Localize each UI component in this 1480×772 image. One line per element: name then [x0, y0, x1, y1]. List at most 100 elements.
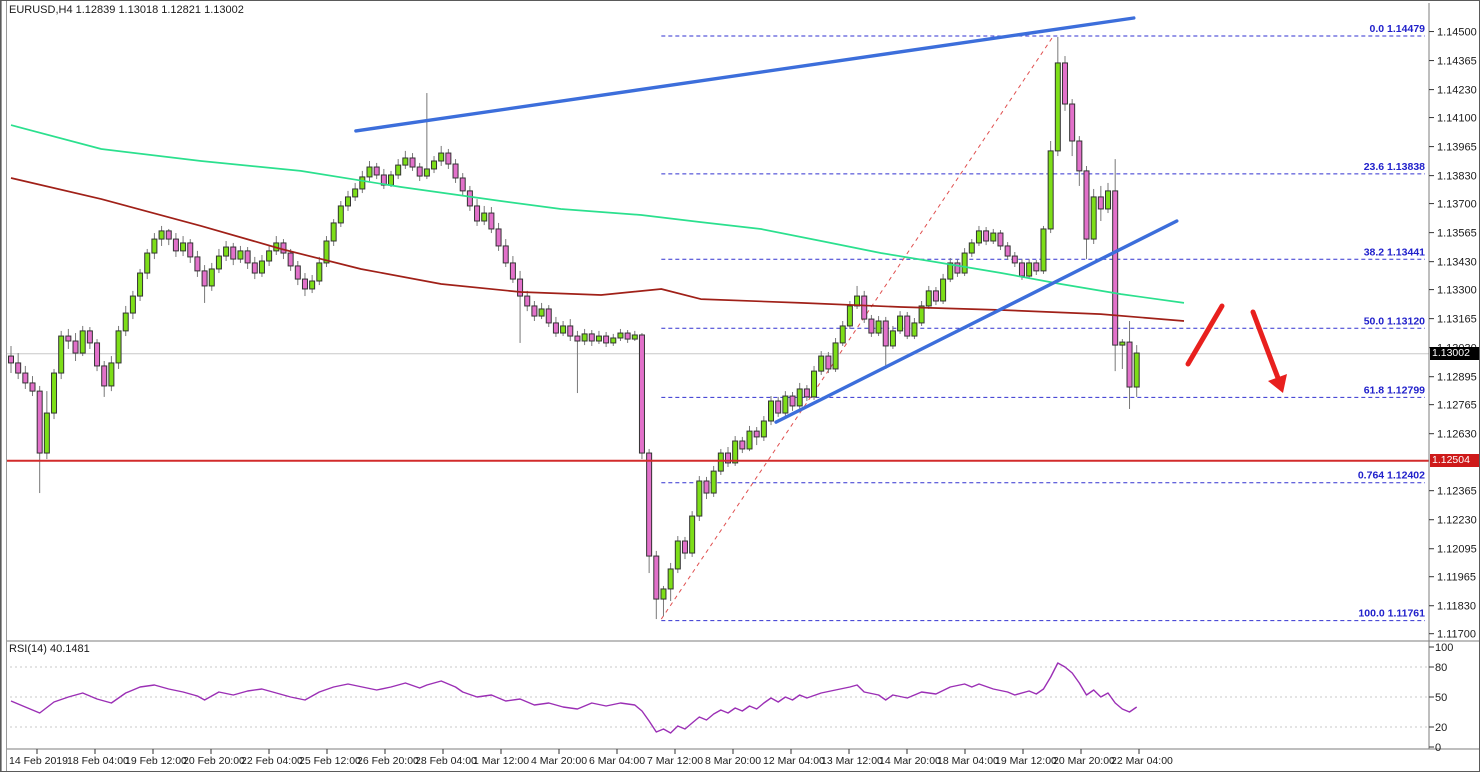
candle-body [861, 295, 868, 320]
rsi-line [10, 662, 1138, 734]
candle-body [775, 400, 782, 414]
lower-support-trendline[interactable] [774, 219, 1179, 424]
candle-body [538, 308, 545, 317]
red-slash-annotation[interactable] [1185, 303, 1225, 367]
rsi-tick-label: 0 [1435, 742, 1441, 754]
candle-body [897, 315, 904, 332]
candle-body [696, 480, 703, 517]
candle-body [366, 166, 373, 178]
candle-body [474, 205, 481, 222]
candle-body [180, 242, 187, 252]
candle-body [251, 262, 258, 274]
candle-body [1061, 62, 1068, 105]
candle-body [610, 337, 617, 344]
price-tick-label: 1.14100 [1437, 113, 1477, 125]
candle-body [552, 322, 559, 334]
candle-body [567, 325, 574, 337]
candle-body [187, 242, 194, 258]
time-tick-label: 19 Feb 12:00 [125, 755, 187, 767]
candle-body [825, 355, 832, 370]
candle-body [65, 335, 72, 342]
fib-level-label: 0.0 1.14479 [1370, 23, 1426, 35]
price-tick-label: 1.13565 [1437, 228, 1477, 240]
time-tick-label: 22 Feb 04:00 [241, 755, 303, 767]
candle-body [488, 212, 495, 230]
main-price-panel[interactable]: 0.0 1.14479 23.6 1.13838 38.2 1.13441 50.0 … [5, 16, 1429, 622]
panel-splitter[interactable] [1, 639, 1479, 643]
candle-body [266, 250, 273, 262]
candle-body [968, 242, 975, 254]
candle-body [889, 330, 896, 347]
rsi-axis[interactable] [1429, 641, 1479, 749]
upper-resistance-trendline[interactable] [354, 16, 1136, 133]
fib-level-label: 38.2 1.13441 [1364, 246, 1425, 258]
candle-body [703, 480, 710, 494]
candle-body [789, 395, 796, 407]
time-tick-label: 18 Mar 04:00 [937, 755, 999, 767]
candle-body [230, 246, 237, 260]
candle-body [223, 246, 230, 257]
time-tick-label: 20 Mar 20:00 [1053, 755, 1115, 767]
candle-body [1112, 190, 1119, 346]
candle-body [280, 242, 287, 254]
fib-level-label: 23.6 1.13838 [1364, 161, 1425, 173]
time-tick-label: 25 Feb 12:00 [299, 755, 361, 767]
price-tick-label: 1.12630 [1437, 429, 1477, 441]
time-tick-label: 13 Mar 12:00 [821, 755, 883, 767]
price-tick-label: 1.13300 [1437, 285, 1477, 297]
candle-body [911, 322, 918, 337]
candle-body [459, 177, 466, 192]
candle-body [29, 382, 36, 392]
rsi-panel[interactable] [5, 662, 1429, 734]
time-axis[interactable] [1, 749, 1479, 771]
time-tick-label: 20 Feb 20:00 [183, 755, 245, 767]
candle-body [72, 340, 79, 354]
candle-body [79, 330, 86, 354]
price-tick-label: 1.14365 [1437, 56, 1477, 68]
candle-body [925, 290, 932, 307]
time-tick-label: 26 Feb 20:00 [357, 755, 419, 767]
candle-body [101, 365, 108, 387]
candle-body [746, 430, 753, 450]
time-tick-label: 22 Mar 04:00 [1111, 755, 1173, 767]
candle-body [918, 305, 925, 324]
candle-body [129, 295, 136, 314]
candle-body [15, 362, 22, 374]
time-tick-label: 19 Mar 12:00 [995, 755, 1057, 767]
candle-body [108, 362, 115, 387]
candle-body [588, 333, 595, 342]
rsi-tick-label: 80 [1435, 662, 1447, 674]
support-line-price-badge: 1.12504 [1430, 454, 1479, 467]
time-tick-label: 12 Mar 04:00 [763, 755, 825, 767]
candle-body [388, 174, 395, 186]
red-down-arrow[interactable] [1250, 309, 1281, 381]
candle-body [1004, 245, 1011, 257]
candle-body [1083, 170, 1090, 240]
candle-body [402, 157, 409, 166]
price-tick-label: 1.12365 [1437, 486, 1477, 498]
price-tick-label: 1.11965 [1437, 572, 1476, 584]
fib-swing-connector-line[interactable] [660, 36, 1054, 620]
candle-body [818, 355, 825, 372]
candle-body [1069, 103, 1076, 142]
candle-body [94, 342, 101, 367]
candle-body [932, 290, 939, 302]
candle-body [653, 555, 660, 600]
candle-body [1033, 262, 1040, 272]
price-tick-label: 1.14230 [1437, 85, 1477, 97]
candle-body [617, 332, 624, 339]
candle-body [560, 325, 567, 334]
candle-body [294, 265, 301, 280]
candle-body [344, 196, 351, 207]
candle-body [144, 252, 151, 274]
fib-level-label: 61.8 1.12799 [1364, 384, 1425, 396]
candle-body [667, 568, 674, 590]
candle-body [638, 334, 645, 454]
candle-body [725, 452, 731, 464]
price-axis[interactable] [1429, 1, 1479, 641]
rsi-tick-label: 100 [1435, 642, 1453, 654]
candle-body [1119, 341, 1126, 346]
candle-body [646, 452, 653, 557]
